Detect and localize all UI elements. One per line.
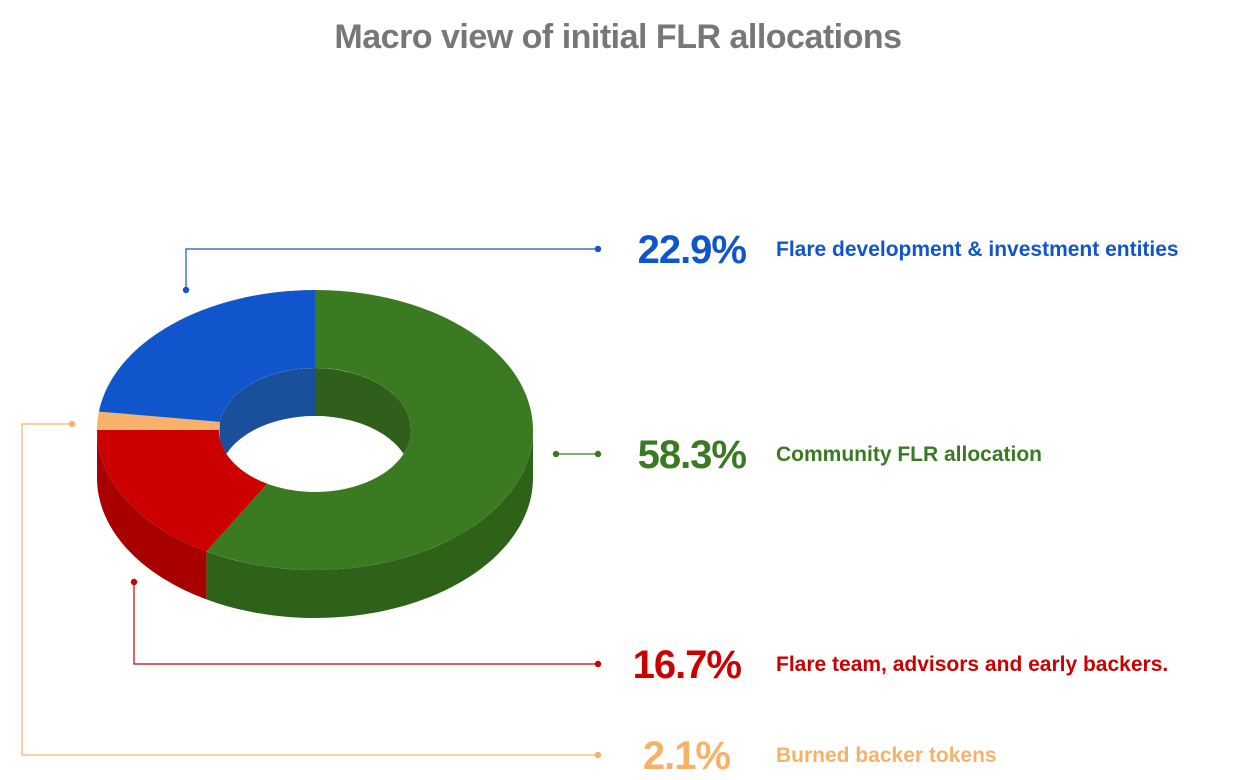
- leader-end-dot-burned-backer-tokens: [594, 751, 602, 759]
- percent-label-burned-backer-tokens: 2.1%: [643, 734, 731, 778]
- percent-label-flare-team-advisors-and-early-backers: 16.7%: [633, 643, 742, 687]
- leader-line-flare-team-advisors-and-early-backers: [133, 582, 598, 665]
- leader-dot-community-flr-allocation: [552, 450, 560, 458]
- leader-dot-burned-backer-tokens: [68, 420, 76, 428]
- slice-flare-development-investment-entities: [98, 290, 316, 422]
- leader-dot-flare-team-advisors-and-early-backers: [130, 578, 138, 586]
- leader-dot-flare-development-investment-entities: [182, 286, 190, 294]
- leader-end-dot-flare-development-investment-entities: [594, 245, 602, 253]
- slice-community-flr-allocation: [206, 290, 534, 570]
- leader-end-dot-flare-team-advisors-and-early-backers: [594, 660, 602, 668]
- chart-title: Macro view of initial FLR allocations: [334, 18, 902, 56]
- slice-label-flare-development-investment-entities: Flare development & investment entities: [776, 238, 1179, 261]
- percent-label-community-flr-allocation: 58.3%: [638, 433, 747, 477]
- slice-inner-community-flr-allocation: [315, 368, 411, 478]
- slice-label-community-flr-allocation: Community FLR allocation: [776, 443, 1042, 466]
- leader-end-dot-community-flr-allocation: [594, 450, 602, 458]
- slice-side-community-flr-allocation: [206, 430, 534, 618]
- leader-line-burned-backer-tokens: [21, 423, 598, 756]
- slice-flare-team-advisors-and-early-backers: [97, 430, 268, 552]
- leader-line-flare-development-investment-entities: [185, 248, 598, 290]
- slice-side-flare-team-advisors-and-early-backers: [97, 430, 207, 600]
- percent-label-flare-development-investment-entities: 22.9%: [638, 228, 747, 272]
- slice-burned-backer-tokens: [97, 411, 220, 430]
- slice-label-flare-team-advisors-and-early-backers: Flare team, advisors and early backers.: [776, 653, 1168, 676]
- donut-hole-floor: [219, 416, 411, 492]
- slice-inner-flare-development-investment-entities: [219, 368, 315, 470]
- slice-label-burned-backer-tokens: Burned backer tokens: [776, 744, 997, 767]
